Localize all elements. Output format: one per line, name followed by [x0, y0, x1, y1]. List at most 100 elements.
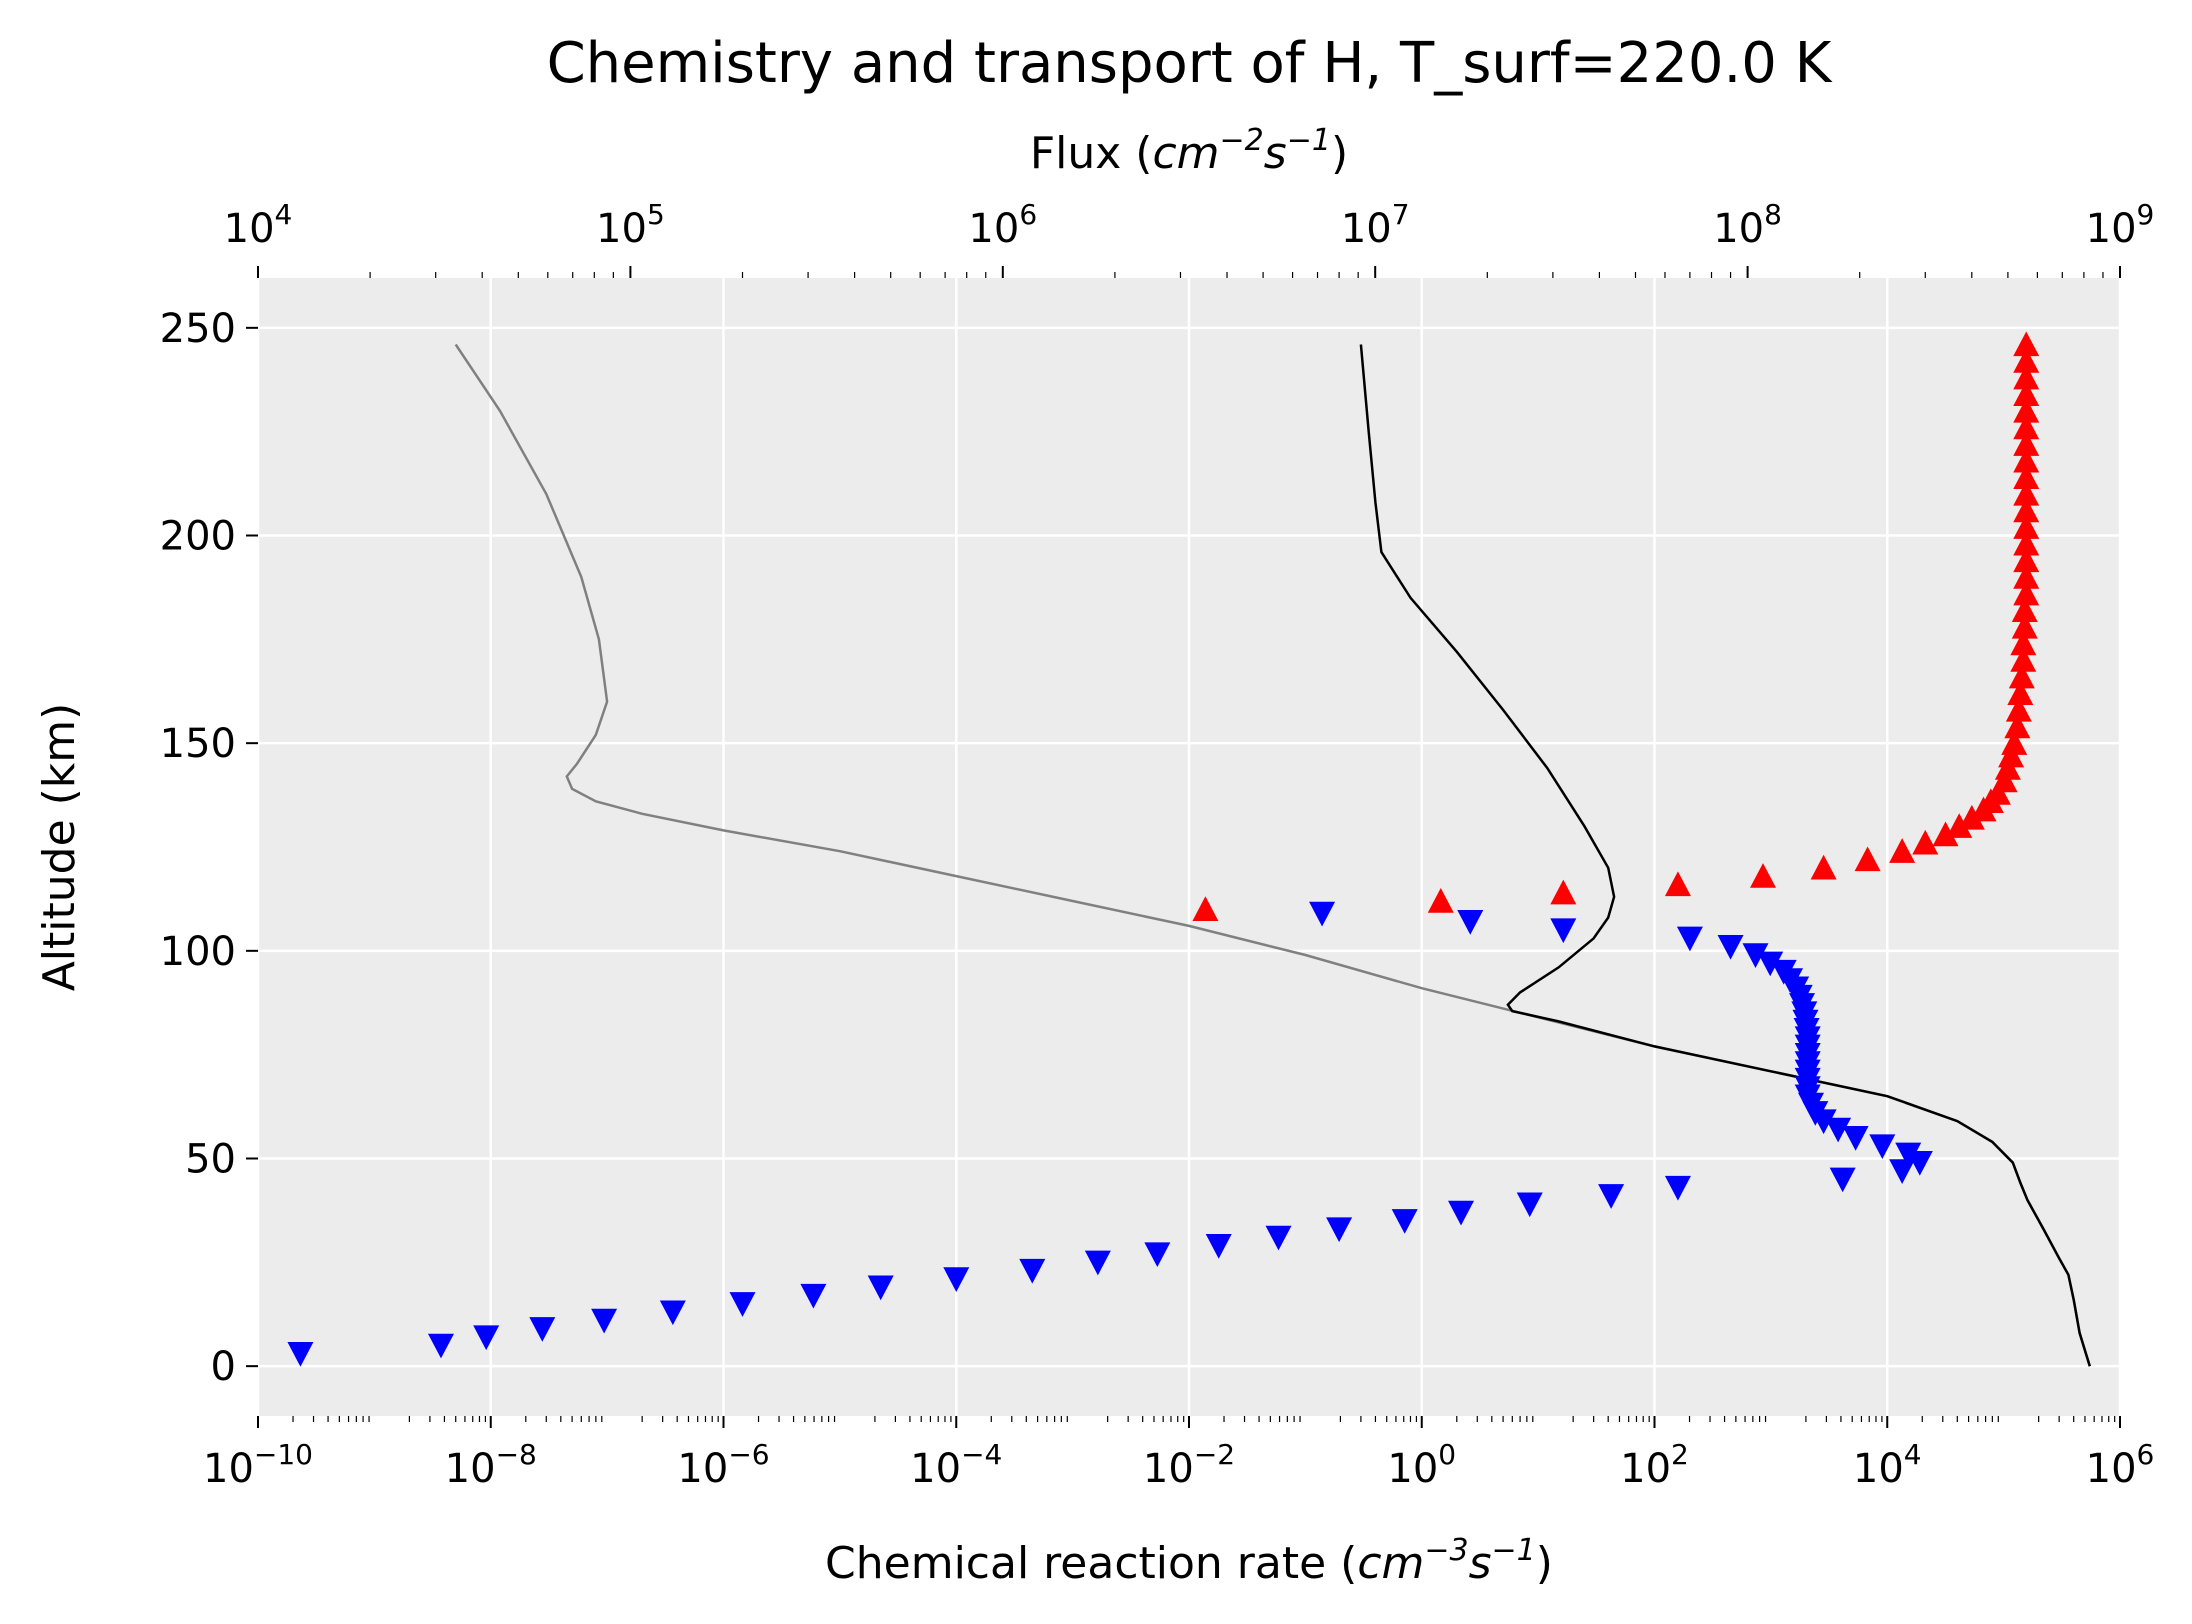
red-triangles-up: [1192, 331, 2040, 921]
triangle-down-marker: [729, 1292, 756, 1317]
triangle-up-marker: [1932, 821, 1959, 847]
bottom-axis-label-text: Chemical reaction rate (: [825, 1538, 1357, 1589]
triangle-down-marker: [1676, 926, 1703, 952]
triangle-up-marker: [2013, 381, 2040, 406]
triangle-down-marker: [1448, 1200, 1475, 1226]
triangle-up-marker: [1427, 887, 1454, 913]
triangle-up-marker: [1889, 838, 1916, 863]
top-axis-label-close: ): [1331, 128, 1348, 179]
chart-title: Chemistry and transport of H, T_surf=220…: [547, 31, 1833, 96]
bottom-axis-label-exp1: −3: [1424, 1533, 1468, 1568]
triangle-up-marker: [1854, 846, 1881, 872]
triangle-down-marker: [1144, 1242, 1171, 1268]
triangle-up-marker: [2013, 480, 2040, 506]
triangle-up-marker: [1750, 863, 1777, 888]
triangle-down-marker: [1742, 943, 1769, 968]
top-axis-label-unit2: s: [1264, 128, 1287, 179]
x-tick-label: 102: [1620, 1438, 1689, 1492]
x-tick-label: 104: [1853, 1438, 1922, 1492]
triangle-up-marker: [2013, 331, 2040, 357]
top-axis-label-exp1: −2: [1220, 123, 1264, 158]
y-tick-label: 150: [160, 721, 236, 767]
bottom-axis-label: Chemical reaction rate (cm−3s−1): [825, 1533, 1553, 1589]
triangle-up-marker: [2013, 414, 2040, 440]
triangle-down-marker: [1829, 1167, 1856, 1193]
x2-tick-label: 109: [2086, 198, 2155, 252]
x-tick-label: 10−6: [677, 1438, 769, 1492]
triangle-up-marker: [2010, 630, 2037, 656]
triangle-down-marker: [1550, 918, 1577, 944]
triangle-down-marker: [287, 1342, 314, 1367]
ticks-layer: 10−10 10−8 10−6 10−4 10−2 100 102 104 106 104 105 1…: [160, 198, 2155, 1492]
x2-tick-label: 105: [596, 198, 665, 252]
x-tick-label: 106: [2086, 1438, 2155, 1492]
triangle-up-marker: [1810, 854, 1837, 880]
x2-tick-label: 107: [1341, 198, 1410, 252]
triangle-down-marker: [1457, 910, 1484, 935]
x-tick-label: 10−4: [910, 1438, 1002, 1492]
triangle-up-marker: [2008, 663, 2035, 689]
triangle-up-marker: [1958, 804, 1985, 830]
series-layer: [287, 331, 2091, 1367]
triangle-down-marker: [1895, 1142, 1922, 1168]
triangle-up-marker: [2013, 564, 2040, 589]
triangle-up-marker: [2013, 514, 2040, 539]
triangle-down-marker: [1906, 1150, 1933, 1176]
triangle-down-marker: [1516, 1192, 1543, 1218]
triangle-down-marker: [1598, 1184, 1625, 1209]
grid-lines: [256, 278, 2122, 1416]
triangle-down-marker: [800, 1283, 827, 1309]
triangle-up-marker: [1912, 829, 1939, 855]
triangle-up-marker: [1991, 767, 2018, 793]
triangle-up-marker: [1984, 780, 2011, 805]
triangle-up-marker: [1550, 879, 1577, 905]
triangle-up-marker: [2013, 397, 2040, 423]
x2-tick-label: 104: [224, 198, 293, 252]
bottom-axis-label-unit2: s: [1469, 1538, 1492, 1589]
y-tick-label: 50: [185, 1136, 236, 1182]
triangle-down-marker: [1664, 1175, 1691, 1201]
y-axis-label: Altitude (km): [34, 703, 85, 992]
y-tick-label: 100: [160, 929, 236, 975]
bottom-axis-label-exp2: −1: [1492, 1533, 1536, 1568]
black-line: [1359, 344, 2091, 1367]
triangle-up-marker: [2013, 447, 2040, 473]
triangle-down-marker: [1757, 951, 1784, 977]
x-tick-label: 100: [1387, 1438, 1456, 1492]
triangle-down-marker: [943, 1267, 970, 1292]
triangle-up-marker: [2013, 364, 2040, 390]
top-axis-label: Flux (cm−2s−1): [1030, 123, 1348, 179]
x2-tick-label: 106: [968, 198, 1037, 252]
triangle-up-marker: [2013, 431, 2040, 456]
triangle-up-marker: [2013, 530, 2040, 556]
triangle-up-marker: [1994, 755, 2021, 780]
triangle-down-marker: [1265, 1225, 1292, 1251]
triangle-down-marker: [1869, 1134, 1896, 1160]
x2-tick-label: 108: [1713, 198, 1782, 252]
triangle-up-marker: [2013, 464, 2040, 490]
triangle-down-marker: [591, 1308, 618, 1334]
triangle-up-marker: [2013, 580, 2040, 606]
triangle-down-marker: [1810, 1109, 1837, 1135]
bottom-axis-label-unit: cm: [1357, 1538, 1424, 1589]
triangle-down-marker: [1084, 1250, 1111, 1276]
triangle-up-marker: [2005, 696, 2032, 722]
y-tick-label: 0: [211, 1344, 236, 1390]
y-tick-label: 200: [160, 514, 236, 560]
triangle-up-marker: [2011, 613, 2038, 639]
triangle-down-marker: [1326, 1217, 1353, 1243]
triangle-up-marker: [1946, 813, 1973, 838]
triangle-down-marker: [1717, 934, 1744, 960]
triangle-up-marker: [2013, 348, 2040, 373]
triangle-down-marker: [427, 1333, 454, 1359]
triangle-down-marker: [1889, 1159, 1916, 1184]
y-tick-label: 250: [160, 306, 236, 352]
triangle-up-marker: [2013, 547, 2040, 573]
triangle-up-marker: [2010, 647, 2037, 672]
triangle-down-marker: [1205, 1234, 1232, 1259]
triangle-up-marker: [1664, 871, 1691, 897]
bottom-axis-label-close: ): [1536, 1538, 1553, 1589]
top-axis-label-text: Flux (: [1030, 128, 1153, 179]
triangle-down-marker: [1391, 1209, 1418, 1234]
